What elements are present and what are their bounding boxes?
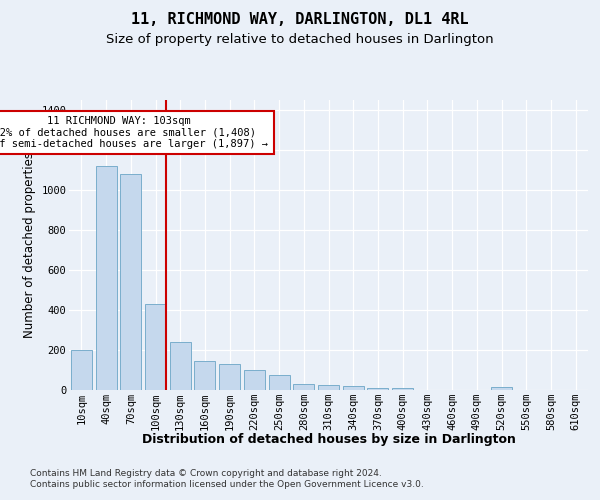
- Text: 11, RICHMOND WAY, DARLINGTON, DL1 4RL: 11, RICHMOND WAY, DARLINGTON, DL1 4RL: [131, 12, 469, 28]
- Bar: [343, 386, 364, 390]
- Bar: [170, 342, 191, 390]
- Bar: [269, 375, 290, 390]
- Text: 11 RICHMOND WAY: 103sqm
← 42% of detached houses are smaller (1,408)
57% of semi: 11 RICHMOND WAY: 103sqm ← 42% of detache…: [0, 116, 268, 149]
- Text: Size of property relative to detached houses in Darlington: Size of property relative to detached ho…: [106, 32, 494, 46]
- Text: Distribution of detached houses by size in Darlington: Distribution of detached houses by size …: [142, 432, 516, 446]
- Bar: [71, 350, 92, 390]
- Bar: [367, 388, 388, 390]
- Y-axis label: Number of detached properties: Number of detached properties: [23, 152, 35, 338]
- Bar: [194, 361, 215, 390]
- Bar: [145, 304, 166, 390]
- Bar: [219, 364, 240, 390]
- Text: Contains HM Land Registry data © Crown copyright and database right 2024.: Contains HM Land Registry data © Crown c…: [30, 469, 382, 478]
- Bar: [95, 166, 116, 390]
- Bar: [318, 385, 339, 390]
- Bar: [244, 370, 265, 390]
- Text: Contains public sector information licensed under the Open Government Licence v3: Contains public sector information licen…: [30, 480, 424, 489]
- Bar: [120, 174, 141, 390]
- Bar: [293, 384, 314, 390]
- Bar: [491, 387, 512, 390]
- Bar: [392, 388, 413, 390]
